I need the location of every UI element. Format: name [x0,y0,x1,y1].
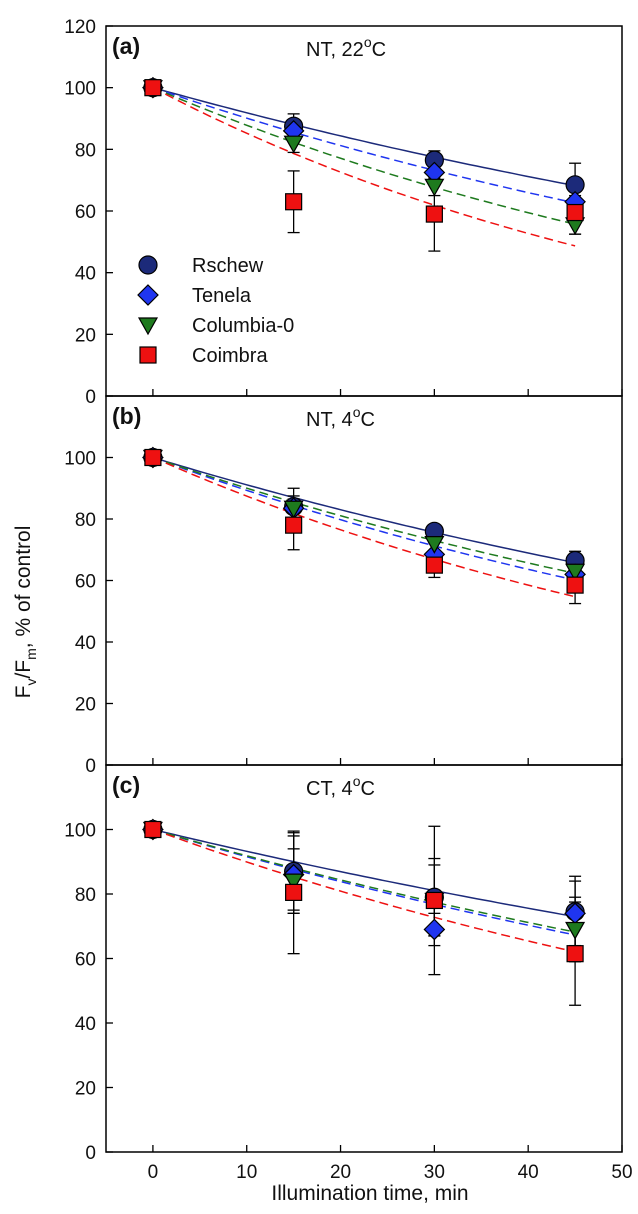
marker-coimbra [566,203,584,222]
x-tick-label: 0 [148,1162,159,1183]
marker-columbia-0 [424,535,445,554]
fit-line-tenela [152,456,576,581]
marker-columbia-0 [283,135,304,154]
y-tick-label: 20 [75,325,96,346]
y-tick-label: 100 [64,79,96,100]
y-tick-label: 40 [75,1014,96,1035]
y-tick-label: 0 [85,1143,96,1164]
condition-tail: C [360,409,374,431]
fit-line-rschew [152,86,576,187]
y-axis-title-sub2: m [23,648,39,660]
fit-line-columbia-0 [152,828,576,933]
marker-coimbra [566,576,584,594]
marker-coimbra [144,448,162,467]
marker-coimbra [425,891,443,910]
y-tick-label: 80 [75,140,96,161]
marker-columbia-0 [283,873,304,892]
y-tick-label: 100 [64,449,96,470]
marker-coimbra [144,820,162,839]
fit-line-columbia-0 [152,456,576,575]
y-tick-label: 0 [85,756,96,777]
panel-label: (b) [112,403,141,429]
condition-label: NT, 4oC [306,404,375,431]
marker-coimbra [285,883,303,901]
y-tick-label: 80 [75,510,96,531]
marker-tenela [423,918,446,941]
marker-columbia-0 [424,178,445,197]
y-tick-label: 120 [64,17,96,38]
x-tick-label: 40 [518,1162,539,1183]
marker-coimbra [144,79,162,97]
y-tick-label: 20 [75,1079,96,1100]
x-tick-label: 50 [611,1162,632,1183]
panel-label: (c) [112,772,140,798]
y-axis-title-sub1: v [23,679,39,686]
legend-label-rschew: Rschew [192,255,264,277]
condition-tail: C [360,778,374,800]
condition-text: NT, 22 [306,39,364,61]
condition-sup: o [353,404,361,420]
y-tick-label: 60 [75,950,96,971]
y-axis-title: Fv/Fm, % of control [12,526,39,699]
plot-frame [105,764,623,1153]
panel-label: (a) [112,33,140,59]
y-tick-label: 60 [75,572,96,593]
y-tick-label: 40 [75,264,96,285]
y-tick-label: 0 [85,387,96,408]
legend-label-tenela: Tenela [192,285,252,307]
panel-2: 0 20 40 60 80 100 0 10 20 30 40 50 (c) CT, 4oC [64,764,633,1183]
y-tick-label: 80 [75,885,96,906]
fit-line-coimbra [152,87,576,247]
marker-coimbra [425,205,443,223]
marker-coimbra [566,945,584,963]
marker-coimbra [285,193,303,211]
legend-label-columbia-0: Columbia-0 [192,315,294,337]
marker-columbia-0 [565,921,586,940]
y-axis-title-mid: /F [12,660,35,679]
fit-line-rschew [152,828,576,918]
condition-label: CT, 4oC [306,773,375,800]
condition-text: NT, 4 [306,409,353,431]
y-tick-label: 60 [75,202,96,223]
fit-line-coimbra [152,456,576,598]
x-tick-label: 20 [330,1162,351,1183]
y-tick-label: 40 [75,633,96,654]
legend-marker-coimbra [139,346,157,364]
plot-frame [105,395,623,766]
legend-label-coimbra: Coimbra [192,345,268,367]
condition-tail: C [372,39,386,61]
y-tick-label: 20 [75,695,96,716]
legend-marker-rschew [138,255,158,275]
y-tick-label: 100 [64,821,96,842]
marker-columbia-0 [283,500,304,519]
marker-coimbra [425,556,443,574]
panel-1: 0 20 40 60 80 100 (b) NT, 4oC [64,395,623,777]
y-axis-title-tail: , % of control [12,526,35,649]
x-tick-label: 10 [236,1162,257,1183]
fit-line-rschew [152,456,576,564]
x-axis-title: Illumination time, min [271,1182,468,1205]
marker-coimbra [285,516,303,534]
condition-sup: o [364,34,372,50]
fit-line-coimbra [152,828,576,953]
fit-line-columbia-0 [152,87,576,225]
marker-columbia-0 [565,563,586,582]
legend-marker-tenela [137,284,159,306]
legend: Rschew Tenela Columbia-0 Coimbra [137,255,294,367]
plot-frame [105,25,623,397]
condition-sup: o [353,773,361,789]
y-axis-title-main: F [12,686,35,699]
panel-0: 0 20 40 60 80 100 120 (a) NT, 22oC [64,17,623,408]
x-tick-label: 30 [424,1162,445,1183]
condition-text: CT, 4 [306,778,353,800]
condition-label: NT, 22oC [306,34,386,61]
fit-line-tenela [152,86,576,204]
legend-marker-columbia-0 [137,317,159,336]
